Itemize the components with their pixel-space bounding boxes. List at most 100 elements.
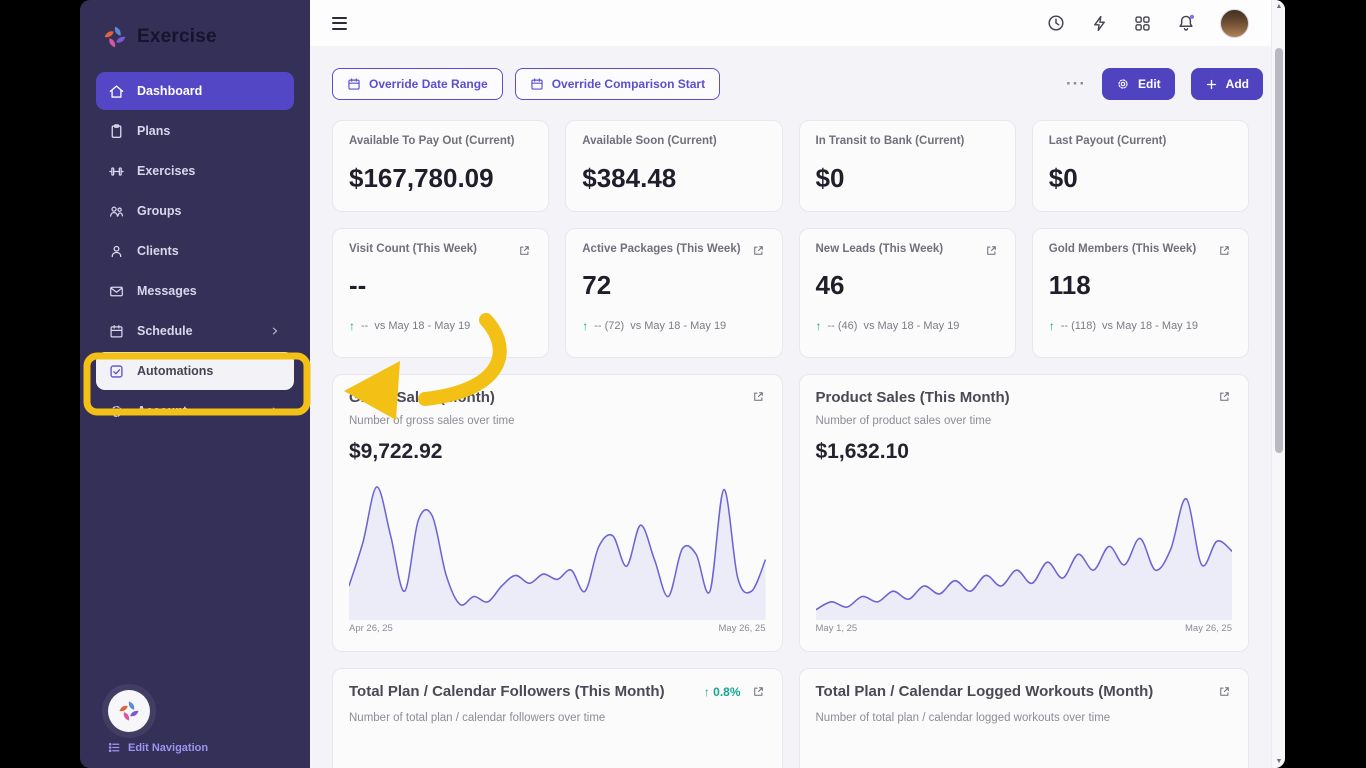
gross-sales-line-chart [349, 486, 766, 620]
sidebar-item-messages[interactable]: Messages [96, 272, 294, 310]
clock-icon[interactable] [1046, 13, 1066, 33]
scrollbar-thumb[interactable] [1275, 48, 1283, 453]
sidebar-nav: Dashboard Plans Exercises [80, 72, 310, 430]
sidebar-item-label: Schedule [137, 324, 193, 338]
product-sales-line-chart [815, 497, 1232, 620]
delta-value: -- [361, 320, 369, 332]
delta-compare: vs May 18 - May 19 [1102, 320, 1198, 332]
brand-name: Exercise [137, 26, 217, 47]
sidebar-item-groups[interactable]: Groups [96, 192, 294, 230]
chart-subtitle: Number of gross sales over time [349, 415, 515, 427]
external-link-icon[interactable] [1217, 243, 1232, 258]
external-link-icon[interactable] [1217, 684, 1232, 699]
metric-card: Gold Members (This Week) 118 ↑ -- (118) … [1031, 228, 1249, 358]
brand: Exercise [80, 0, 310, 72]
delta-value: -- (118) [1060, 320, 1096, 332]
external-link-icon[interactable] [751, 684, 766, 699]
external-link-icon[interactable] [517, 243, 532, 258]
metric-title: Active Packages (This Week) [582, 243, 741, 255]
chart-title: Product Sales (This Month) [815, 389, 1010, 406]
calendar-icon [110, 324, 123, 338]
logged-workouts-chart-card: Total Plan / Calendar Logged Workouts (M… [798, 668, 1249, 768]
axis-start-label: Apr 26, 25 [349, 623, 393, 634]
edit-button[interactable]: Edit [1102, 68, 1175, 100]
stat-card: Last Payout (Current) $0 [1031, 120, 1249, 212]
external-link-icon[interactable] [984, 243, 999, 258]
sidebar-item-clients[interactable]: Clients [96, 232, 294, 270]
sidebar-item-label: Plans [137, 124, 171, 138]
followers-chart-card: Total Plan / Calendar Followers (This Mo… [332, 668, 783, 768]
stat-card: Available To Pay Out (Current) $167,780.… [332, 120, 550, 212]
person-icon [111, 245, 122, 257]
chart-axis: Apr 26, 25 May 26, 25 [349, 623, 766, 634]
metric-title: Gold Members (This Week) [1048, 243, 1197, 255]
hamburger-menu-icon[interactable] [332, 16, 347, 30]
sidebar-item-automations[interactable]: Automations [96, 352, 294, 390]
button-label: Add [1225, 77, 1249, 91]
add-button[interactable]: Add [1190, 68, 1263, 100]
delta-value: -- (72) [594, 320, 625, 332]
product-sales-chart-card: Product Sales (This Month) Number of pro… [798, 374, 1249, 652]
edit-navigation-link[interactable]: Edit Navigation [108, 741, 208, 754]
sidebar-item-dashboard[interactable]: Dashboard [96, 72, 294, 110]
stat-card: In Transit to Bank (Current) $0 [798, 120, 1016, 212]
sidebar-item-label: Account [137, 404, 187, 418]
stat-card: Available Soon (Current) $384.48 [565, 120, 783, 212]
scrollbar[interactable]: ▲ ▼ [1271, 0, 1285, 768]
stat-value: $167,780.09 [349, 163, 494, 193]
chart-axis: May 1, 25 May 26, 25 [816, 623, 1233, 634]
list-icon [108, 742, 120, 753]
main-content: Override Date Range Override Comparison … [310, 0, 1285, 768]
sidebar-item-label: Groups [137, 204, 182, 218]
bell-icon[interactable] [1176, 13, 1196, 33]
card-subtitle: Number of total plan / calendar follower… [349, 712, 606, 724]
brand-pinwheel-icon [104, 26, 126, 48]
chevron-right-icon [268, 404, 282, 418]
override-date-range-button[interactable]: Override Date Range [332, 68, 503, 100]
stat-value: $0 [815, 163, 845, 193]
delta-compare: vs May 18 - May 19 [630, 320, 727, 332]
stat-value: $0 [1048, 163, 1078, 193]
sidebar-item-label: Clients [137, 244, 179, 258]
edit-navigation-label: Edit Navigation [128, 741, 209, 754]
scroll-down-arrow[interactable]: ▼ [1275, 758, 1283, 765]
sidebar-item-plans[interactable]: Plans [96, 112, 294, 150]
stat-title: Last Payout (Current) [1048, 135, 1167, 147]
delta-up-arrow: ↑ [1048, 319, 1055, 333]
users-icon [110, 206, 124, 217]
sidebar-item-schedule[interactable]: Schedule [96, 312, 294, 350]
external-link-icon[interactable] [1217, 389, 1232, 404]
override-comparison-start-button[interactable]: Override Comparison Start [514, 68, 721, 100]
sidebar-item-account[interactable]: Account [96, 392, 294, 430]
chevron-right-icon [268, 324, 282, 338]
sidebar-item-label: Messages [137, 284, 197, 298]
metric-value: 72 [582, 270, 612, 300]
stat-value: $384.48 [582, 163, 677, 193]
avatar[interactable] [1220, 8, 1249, 38]
sidebar-item-label: Dashboard [137, 84, 203, 98]
metric-title: Visit Count (This Week) [349, 243, 478, 255]
chart-title: Gross Sales (Month) [349, 389, 495, 406]
delta-up-arrow: ↑ [582, 319, 589, 333]
card-title: Total Plan / Calendar Followers (This Mo… [349, 683, 665, 700]
gear-icon [111, 405, 122, 417]
envelope-icon [110, 286, 123, 296]
external-link-icon[interactable] [751, 389, 766, 404]
chart-value: $1,632.10 [815, 440, 909, 463]
topbar-icons [1046, 8, 1249, 38]
notification-dot [1189, 14, 1195, 19]
scroll-up-arrow[interactable]: ▲ [1275, 3, 1283, 10]
sidebar-item-exercises[interactable]: Exercises [96, 152, 294, 190]
apps-grid-icon[interactable] [1133, 14, 1152, 33]
more-options-button[interactable]: ··· [1066, 74, 1086, 93]
delta-compare: vs May 18 - May 19 [374, 320, 471, 332]
sidebar: Exercise Dashboard Plans [80, 0, 310, 768]
delta-badge: ↑ 0.8% [703, 684, 741, 699]
external-link-icon[interactable] [751, 243, 766, 258]
metric-delta: ↑ -- (72) vs May 18 - May 19 [582, 319, 765, 333]
delta-value: -- (46) [827, 320, 858, 332]
lightning-icon[interactable] [1090, 14, 1109, 33]
clipboard-icon [111, 123, 122, 138]
metric-title: New Leads (This Week) [815, 243, 944, 255]
dumbbell-icon [109, 166, 124, 176]
